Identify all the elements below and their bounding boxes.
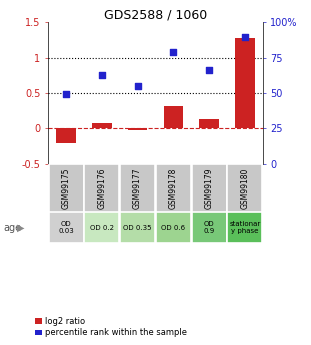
Legend: log2 ratio, percentile rank within the sample: log2 ratio, percentile rank within the s… <box>35 317 187 337</box>
Bar <box>227 212 262 243</box>
Bar <box>120 212 155 243</box>
Text: ▶: ▶ <box>17 223 25 233</box>
Point <box>135 83 140 89</box>
Bar <box>235 38 255 128</box>
Text: OD 0.35: OD 0.35 <box>123 225 152 231</box>
Bar <box>192 164 227 212</box>
Bar <box>49 212 84 243</box>
Bar <box>84 164 119 212</box>
Bar <box>164 106 183 128</box>
Point <box>243 34 248 39</box>
Bar <box>56 128 76 142</box>
Bar <box>92 123 112 128</box>
Bar <box>199 119 219 128</box>
Text: age: age <box>3 223 21 233</box>
Bar <box>128 128 147 130</box>
Bar <box>227 164 262 212</box>
Bar <box>49 164 84 212</box>
Bar <box>156 164 191 212</box>
Text: GSM99179: GSM99179 <box>205 167 214 209</box>
Point <box>64 92 69 97</box>
Bar <box>156 212 191 243</box>
Text: GSM99180: GSM99180 <box>240 167 249 209</box>
Bar <box>84 212 119 243</box>
Point <box>207 68 211 73</box>
Title: GDS2588 / 1060: GDS2588 / 1060 <box>104 8 207 21</box>
Text: stationar
y phase: stationar y phase <box>229 221 261 234</box>
Bar <box>120 164 155 212</box>
Text: GSM99176: GSM99176 <box>97 167 106 209</box>
Point <box>100 72 104 78</box>
Text: GSM99177: GSM99177 <box>133 167 142 209</box>
Text: GSM99178: GSM99178 <box>169 167 178 209</box>
Text: OD
0.03: OD 0.03 <box>58 221 74 234</box>
Text: OD
0.9: OD 0.9 <box>203 221 215 234</box>
Text: OD 0.2: OD 0.2 <box>90 225 114 231</box>
Text: OD 0.6: OD 0.6 <box>161 225 185 231</box>
Point <box>171 49 176 55</box>
Bar <box>192 212 227 243</box>
Text: GSM99175: GSM99175 <box>62 167 71 209</box>
